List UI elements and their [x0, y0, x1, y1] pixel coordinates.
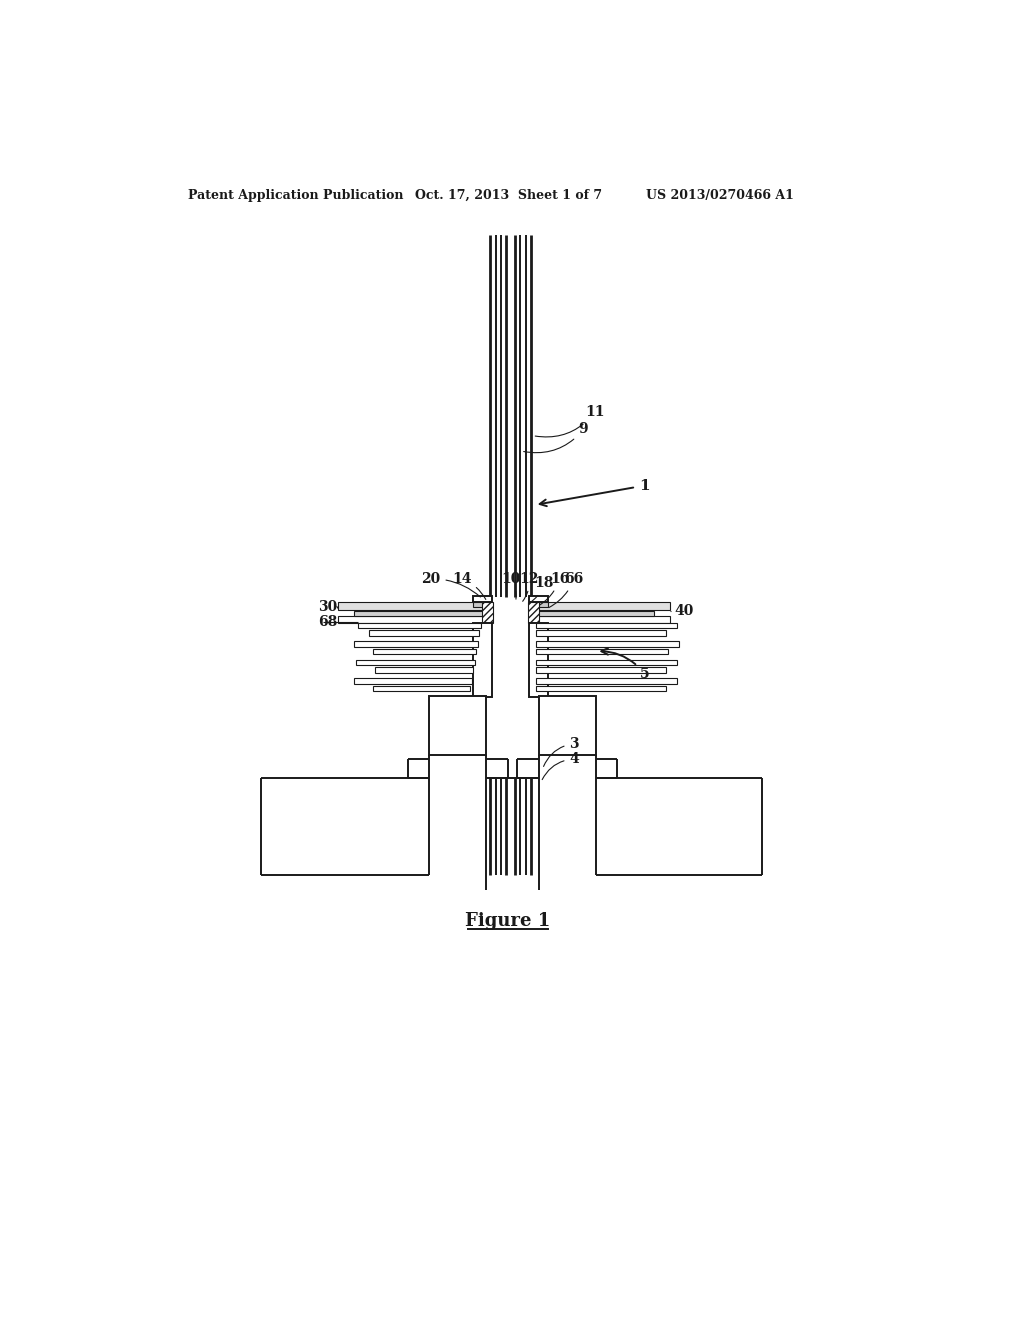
Text: Figure 1: Figure 1 [465, 912, 551, 929]
Bar [376, 668, 473, 673]
Bar [529, 623, 548, 697]
Text: 68: 68 [318, 615, 338, 628]
Bar [528, 602, 539, 623]
Text: 4: 4 [542, 752, 580, 780]
Bar [536, 649, 668, 655]
Text: 5: 5 [601, 648, 650, 681]
Bar [536, 678, 677, 684]
Text: 10: 10 [502, 572, 520, 599]
Bar [529, 602, 548, 607]
Text: 1: 1 [540, 479, 649, 506]
Bar [536, 686, 667, 692]
Text: 18: 18 [528, 577, 554, 603]
Bar [370, 631, 479, 636]
Bar [536, 660, 677, 665]
Bar [539, 696, 596, 755]
Text: 14: 14 [452, 572, 485, 599]
Bar [473, 623, 492, 697]
Text: 20: 20 [421, 572, 480, 597]
Text: 40: 40 [674, 605, 693, 618]
Text: 9: 9 [523, 422, 589, 453]
Bar [357, 623, 481, 628]
Text: Patent Application Publication: Patent Application Publication [188, 189, 403, 202]
Bar [339, 602, 488, 610]
Bar [532, 615, 670, 623]
Bar [356, 660, 475, 665]
Text: 12: 12 [520, 572, 539, 602]
Text: US 2013/0270466 A1: US 2013/0270466 A1 [646, 189, 795, 202]
Bar [354, 642, 478, 647]
Bar [532, 611, 654, 615]
Bar [482, 602, 494, 623]
Text: 30: 30 [318, 599, 338, 614]
Bar [532, 602, 670, 610]
Bar [473, 595, 492, 602]
Text: Oct. 17, 2013  Sheet 1 of 7: Oct. 17, 2013 Sheet 1 of 7 [416, 189, 602, 202]
Bar [339, 615, 488, 623]
Text: 11: 11 [536, 405, 604, 437]
Bar [473, 602, 492, 607]
Bar [536, 642, 679, 647]
Text: 16: 16 [540, 572, 569, 605]
Bar [354, 678, 472, 684]
Bar [373, 686, 470, 692]
Text: 3: 3 [544, 737, 580, 767]
Text: 66: 66 [549, 572, 584, 607]
Bar [373, 649, 476, 655]
Bar [429, 696, 486, 755]
Bar [536, 631, 666, 636]
Bar [354, 611, 488, 615]
Bar [536, 623, 677, 628]
Bar [529, 595, 548, 602]
Bar [536, 668, 667, 673]
